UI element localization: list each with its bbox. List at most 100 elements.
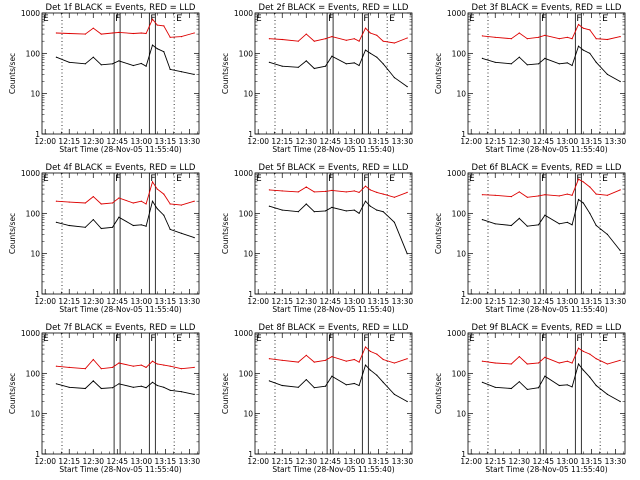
marker-label: E	[469, 174, 475, 184]
marker-label: F	[541, 174, 546, 184]
events-data-point	[140, 62, 142, 65]
x-tick-label: 12:15	[484, 297, 506, 306]
chart-title: Det 1f BLACK = Events, RED = LLD	[46, 3, 196, 13]
events-data-point	[481, 381, 483, 383]
lld-data-point	[494, 362, 496, 364]
events-data-point	[313, 211, 315, 213]
lld-data-point	[55, 32, 58, 34]
x-axis-label: Start Time (28-Nov-05 11:55:40)	[272, 465, 394, 474]
marker-label: F	[541, 14, 546, 24]
events-data-point	[619, 400, 621, 403]
lld-data-point	[145, 203, 147, 205]
lld-data-point	[163, 193, 165, 195]
events-data-point	[510, 387, 512, 390]
lld-data-point	[193, 200, 195, 202]
x-tick-label: 13:15	[368, 297, 390, 306]
x-tick-label: 12:00	[34, 457, 56, 466]
x-tick-label: 13:30	[605, 297, 627, 306]
lld-data-point	[518, 191, 520, 193]
events-data-point	[331, 206, 333, 208]
marker-label: F	[363, 174, 368, 184]
lld-data-point	[544, 34, 546, 36]
y-tick-label: 1	[461, 130, 466, 139]
y-tick-label: 100	[239, 49, 254, 58]
x-tick-label: 12:45	[532, 457, 554, 466]
series-line-events	[56, 380, 195, 395]
series-line-events	[56, 44, 195, 75]
x-tick-label: 13:15	[155, 297, 177, 306]
x-tick-label: 12:00	[34, 137, 56, 146]
events-data-point	[494, 61, 496, 63]
events-data-point	[169, 68, 171, 70]
lld-data-point	[376, 353, 378, 355]
x-tick-label: 13:15	[581, 137, 603, 146]
events-data-point	[151, 44, 154, 46]
y-tick-label: 1000	[234, 329, 253, 338]
lld-data-point	[169, 365, 171, 367]
plot-frame	[41, 332, 200, 455]
events-data-point	[111, 226, 114, 228]
lld-data-point	[156, 24, 158, 26]
lld-data-point	[494, 36, 496, 38]
x-axis-label: Start Time (28-Nov-05 11:55:40)	[485, 305, 607, 314]
events-data-point	[163, 386, 165, 388]
events-data-point	[393, 77, 395, 79]
events-data-point	[537, 63, 540, 65]
events-data-point	[558, 63, 560, 65]
marker-label: E	[389, 334, 395, 344]
events-data-point	[606, 233, 609, 235]
events-data-point	[92, 380, 94, 382]
events-data-point	[353, 382, 355, 385]
events-data-point	[68, 61, 70, 63]
lld-data-point	[537, 36, 540, 38]
y-tick-label: 10	[243, 410, 253, 419]
lld-data-point	[358, 361, 360, 363]
x-tick-label: 13:30	[392, 457, 414, 466]
events-data-point	[180, 391, 182, 393]
series-line-lld	[56, 180, 195, 206]
x-tick-label: 13:30	[392, 137, 414, 146]
lld-data-point	[281, 359, 283, 361]
events-data-point	[92, 56, 94, 58]
lld-data-point	[582, 350, 584, 352]
events-data-point	[364, 200, 367, 202]
lld-data-point	[151, 18, 154, 20]
x-tick-label: 12:30	[82, 297, 104, 306]
events-data-point	[619, 80, 621, 83]
lld-data-point	[324, 359, 327, 361]
lld-data-point	[140, 200, 142, 202]
lld-data-point	[163, 364, 165, 366]
x-tick-label: 12:45	[532, 297, 554, 306]
x-tick-label: 12:15	[58, 137, 80, 146]
y-axis-label: Counts/sec	[8, 53, 17, 94]
events-data-point	[84, 63, 86, 65]
x-tick-label: 13:30	[605, 137, 627, 146]
y-tick-label: 1000	[21, 9, 40, 18]
events-data-point	[544, 214, 546, 216]
lld-data-point	[353, 38, 355, 40]
events-data-point	[582, 202, 584, 204]
chart-title: Det 7f BLACK = Events, RED = LLD	[46, 323, 196, 333]
lld-data-point	[558, 362, 560, 364]
events-data-point	[544, 57, 546, 60]
chart-title: Det 4f BLACK = Events, RED = LLD	[46, 163, 196, 173]
lld-data-point	[68, 32, 70, 35]
y-tick-label: 1	[461, 290, 466, 299]
events-data-point	[324, 210, 327, 212]
y-axis-label: Counts/sec	[221, 373, 230, 414]
chart-panel: Det 1f BLACK = Events, RED = LLD 1 10 100 10…	[8, 3, 200, 154]
lld-data-point	[582, 27, 584, 29]
plot-frame	[254, 172, 413, 295]
lld-data-point	[481, 360, 483, 362]
marker-label: F	[576, 334, 581, 344]
lld-data-point	[313, 361, 315, 363]
events-data-point	[406, 253, 408, 255]
events-data-point	[571, 224, 573, 226]
lld-data-point	[55, 200, 58, 202]
lld-data-point	[345, 191, 347, 193]
series-line-events	[482, 363, 621, 402]
lld-data-point	[111, 366, 114, 368]
lld-data-point	[118, 362, 120, 364]
series-line-lld	[482, 347, 621, 365]
lld-data-point	[382, 40, 384, 42]
